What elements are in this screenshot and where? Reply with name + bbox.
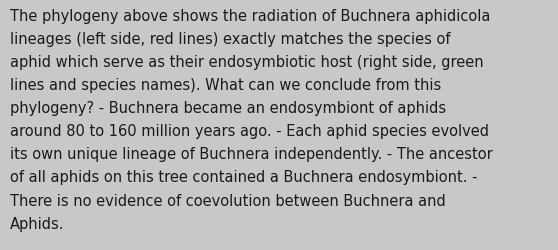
Text: lineages (left side, red lines) exactly matches the species of: lineages (left side, red lines) exactly … <box>10 32 450 47</box>
Text: its own unique lineage of Buchnera independently. - The ancestor: its own unique lineage of Buchnera indep… <box>10 147 493 162</box>
Text: The phylogeny above shows the radiation of Buchnera aphidicola: The phylogeny above shows the radiation … <box>10 9 490 24</box>
Text: There is no evidence of coevolution between Buchnera and: There is no evidence of coevolution betw… <box>10 193 446 208</box>
Text: Aphids.: Aphids. <box>10 216 65 231</box>
Text: around 80 to 160 million years ago. - Each aphid species evolved: around 80 to 160 million years ago. - Ea… <box>10 124 489 139</box>
Text: lines and species names). What can we conclude from this: lines and species names). What can we co… <box>10 78 441 93</box>
Text: aphid which serve as their endosymbiotic host (right side, green: aphid which serve as their endosymbiotic… <box>10 55 484 70</box>
Text: of all aphids on this tree contained a Buchnera endosymbiont. -: of all aphids on this tree contained a B… <box>10 170 478 185</box>
Text: phylogeny? - Buchnera became an endosymbiont of aphids: phylogeny? - Buchnera became an endosymb… <box>10 101 446 116</box>
